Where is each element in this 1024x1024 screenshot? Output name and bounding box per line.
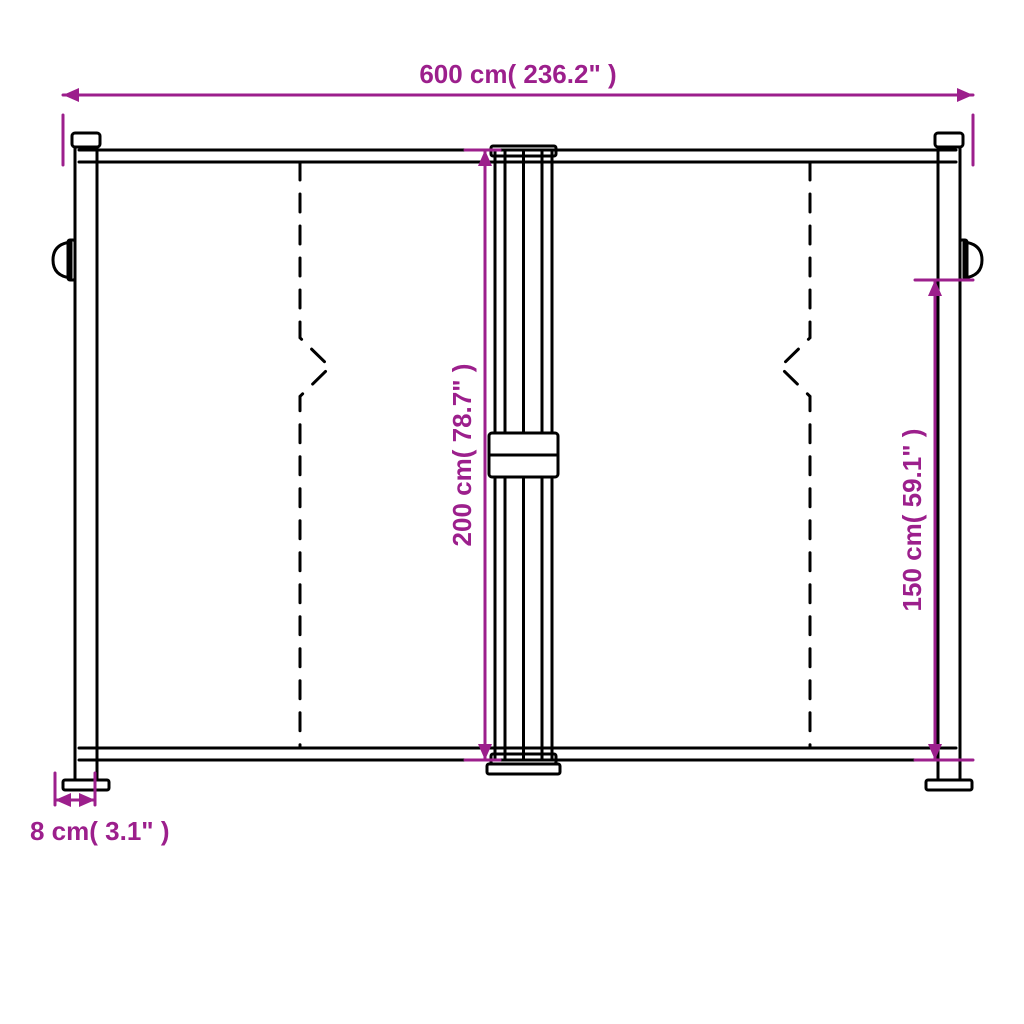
dimension-label: 600 cm( 236.2" ): [419, 59, 616, 89]
dimension-label: 200 cm( 78.7" ): [447, 364, 477, 547]
dimension-label: 8 cm( 3.1" ): [30, 816, 170, 846]
dimension-label: 150 cm( 59.1" ): [897, 429, 927, 612]
